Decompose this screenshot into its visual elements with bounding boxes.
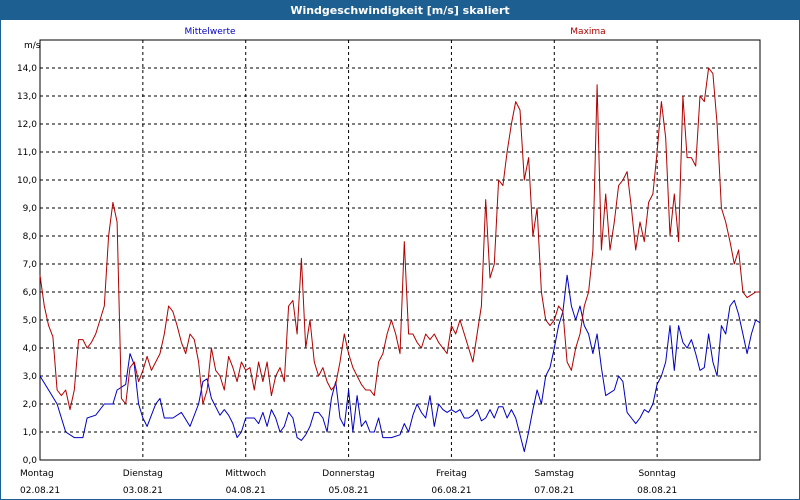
x-day-label: Samstag [535, 469, 574, 479]
x-day-label: Freitag [436, 469, 467, 479]
x-axis-labels: Montag 02.08.21 Dienstag 03.08.21 Mittwoch 04… [20, 469, 677, 496]
x-day-label: Mittwoch [225, 469, 266, 479]
legend-mittelwerte: Mittelwerte [184, 27, 235, 37]
y-tick-label: 3,0 [23, 372, 38, 382]
y-tick-label: 4,0 [23, 344, 38, 354]
grid [40, 40, 760, 460]
y-tick-label: 12,0 [17, 120, 37, 130]
y-tick-label: 0,0 [23, 456, 38, 466]
series-maxima-line [39, 67, 760, 411]
y-tick-label: 2,0 [23, 400, 38, 410]
x-date-label: 03.08.21 [123, 486, 163, 496]
series-mittelwerte-line [39, 274, 761, 453]
chart-title: Windgeschwindigkeit [m/s] skaliert [1, 1, 799, 20]
x-day-label: Dienstag [123, 469, 163, 479]
x-date-label: 07.08.21 [534, 486, 574, 496]
y-tick-label: 11,0 [17, 148, 37, 158]
y-tick-label: 5,0 [23, 316, 38, 326]
plot-area-border [39, 39, 761, 461]
y-tick-label: 13,0 [17, 92, 37, 102]
y-tick-label: 14,0 [17, 64, 37, 74]
y-tick-label: 9,0 [23, 204, 38, 214]
x-day-label: Montag [20, 469, 54, 479]
x-date-label: 08.08.21 [637, 486, 677, 496]
series [39, 67, 761, 453]
x-date-label: 04.08.21 [226, 486, 266, 496]
y-tick-label: 7,0 [23, 260, 38, 270]
x-day-label: Donnerstag [322, 469, 375, 479]
y-tick-label: 10,0 [17, 176, 37, 186]
x-date-label: 02.08.21 [20, 486, 60, 496]
y-tick-label: 8,0 [23, 232, 38, 242]
y-tick-label: 1,0 [23, 428, 38, 438]
x-date-label: 06.08.21 [431, 486, 471, 496]
legend-maxima: Maxima [570, 27, 605, 37]
y-axis-unit-label: m/s [24, 41, 41, 51]
y-tick-label: 6,0 [23, 288, 38, 298]
x-date-label: 05.08.21 [329, 486, 369, 496]
x-day-label: Sonntag [638, 469, 675, 479]
y-axis-ticks: 0,0 1,0 2,0 3,0 4,0 5,0 6,0 7,0 8,0 9,0 10,0 11,0 12… [17, 64, 37, 466]
